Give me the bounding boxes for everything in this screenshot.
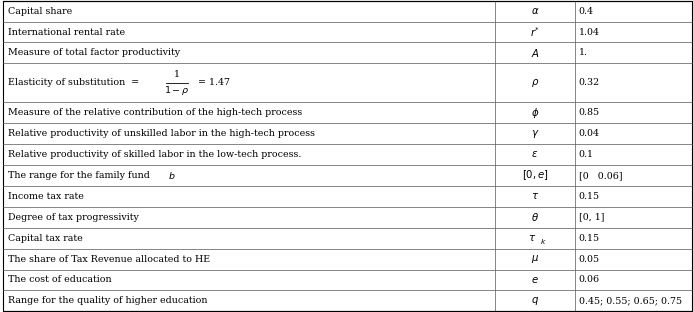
Text: $1-\rho$: $1-\rho$ [164,84,189,97]
Text: [0   0.06]: [0 0.06] [579,171,622,180]
Text: 0.05: 0.05 [579,255,600,264]
Text: $q$: $q$ [531,295,539,307]
Text: 0.15: 0.15 [579,192,600,201]
Text: $\tau$: $\tau$ [527,233,536,243]
Text: International rental rate: International rental rate [8,27,125,37]
Text: Capital share: Capital share [8,7,72,16]
Text: Elasticity of substitution  =: Elasticity of substitution = [8,78,142,87]
Text: 0.04: 0.04 [579,129,599,138]
Text: Capital tax rate: Capital tax rate [8,234,82,243]
Text: $[0, e]$: $[0, e]$ [522,168,548,182]
Text: 0.45; 0.55; 0.65; 0.75: 0.45; 0.55; 0.65; 0.75 [579,296,682,305]
Text: 0.4: 0.4 [579,7,594,16]
Text: $\theta$: $\theta$ [531,211,539,223]
Text: $\rho$: $\rho$ [531,77,539,89]
Text: Degree of tax progressivity: Degree of tax progressivity [8,213,139,222]
Text: $r^{*}$: $r^{*}$ [530,25,540,39]
Text: $b$: $b$ [168,170,176,181]
Text: The range for the family fund: The range for the family fund [8,171,152,180]
Text: 0.85: 0.85 [579,108,600,117]
Text: 1: 1 [174,70,179,79]
Text: The share of Tax Revenue allocated to HE: The share of Tax Revenue allocated to HE [8,255,210,264]
Text: 0.15: 0.15 [579,234,600,243]
Text: 0.32: 0.32 [579,78,600,87]
Text: $\mu$: $\mu$ [531,253,539,265]
Text: $\tau$: $\tau$ [531,191,539,201]
Text: 0.1: 0.1 [579,150,594,159]
Text: Relative productivity of unskilled labor in the high-tech process: Relative productivity of unskilled labor… [8,129,315,138]
Text: = 1.47: = 1.47 [195,78,230,87]
Text: $A$: $A$ [531,47,539,59]
Text: Range for the quality of higher education: Range for the quality of higher educatio… [8,296,207,305]
Text: Measure of total factor productivity: Measure of total factor productivity [8,48,179,57]
Text: $k$: $k$ [540,237,547,246]
Text: Relative productivity of skilled labor in the low-tech process.: Relative productivity of skilled labor i… [8,150,301,159]
Text: The cost of education: The cost of education [8,275,112,285]
Text: 1.: 1. [579,48,588,57]
Text: $\gamma$: $\gamma$ [531,128,539,139]
Text: $\alpha$: $\alpha$ [531,6,539,16]
Text: $\varepsilon$: $\varepsilon$ [532,149,538,159]
Text: Income tax rate: Income tax rate [8,192,83,201]
Text: 1.04: 1.04 [579,27,599,37]
Text: $\phi$: $\phi$ [531,105,539,119]
Text: $e$: $e$ [531,275,539,285]
Text: Measure of the relative contribution of the high-tech process: Measure of the relative contribution of … [8,108,302,117]
Text: [0, 1]: [0, 1] [579,213,604,222]
Text: 0.06: 0.06 [579,275,600,285]
